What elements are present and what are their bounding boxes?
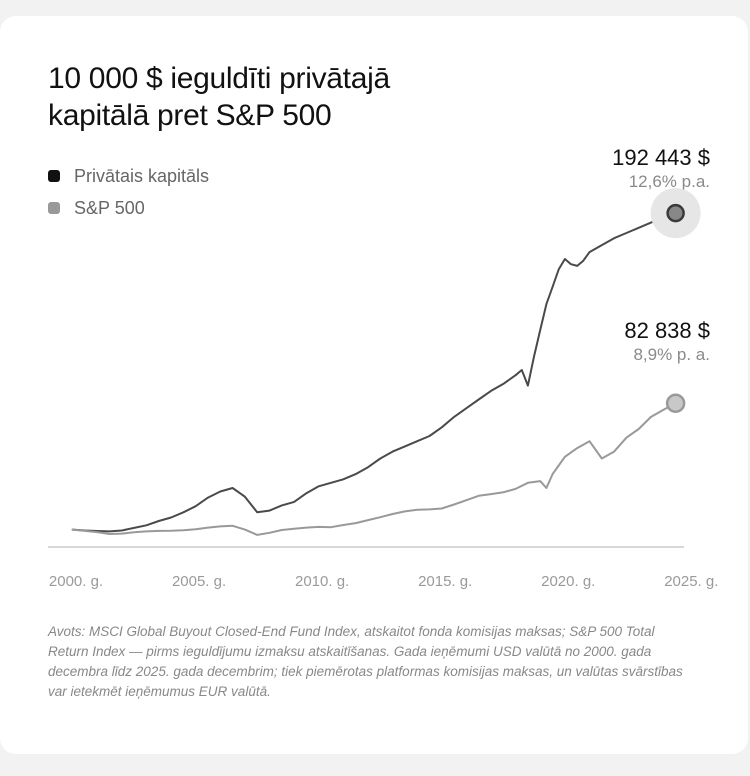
legend-item-private: Privātais kapitāls: [48, 160, 209, 192]
legend-label-private: Privātais kapitāls: [74, 165, 210, 186]
legend-swatch-private: [48, 170, 60, 182]
x-tick-label: 2005. g.: [172, 573, 226, 590]
callout-sp500-rate: 8,9% p. a.: [633, 345, 710, 364]
endpoint-marker-private: [666, 203, 685, 223]
x-tick-label: 2000. g.: [49, 573, 103, 590]
chart-card: [0, 16, 748, 754]
legend-swatch-sp500: [48, 202, 60, 214]
callout-sp500: 82 838 $ 8,9% p. a.: [624, 318, 710, 366]
callout-private-value: 192 443 $: [612, 145, 710, 170]
chart-title: 10 000 $ ieguldīti privātajā kapitālā pr…: [48, 62, 390, 132]
series-line-sp500: [71, 402, 677, 536]
x-tick-label: 2010. g.: [295, 573, 349, 590]
callout-private: 192 443 $ 12,6% p.a.: [612, 145, 710, 193]
endpoint-marker-sp500: [665, 393, 686, 414]
legend-item-sp500: S&P 500: [48, 192, 209, 224]
x-tick-label: 2020. g.: [541, 573, 595, 590]
legend: Privātais kapitāls S&P 500: [48, 160, 209, 224]
callout-sp500-value: 82 838 $: [624, 318, 710, 343]
callout-private-rate: 12,6% p.a.: [628, 172, 710, 191]
source-note: Avots: MSCI Global Buyout Closed-End Fun…: [48, 624, 683, 699]
series-line-private: [71, 212, 677, 533]
legend-label-sp500: S&P 500: [74, 197, 145, 218]
x-tick-label: 2015. g.: [418, 573, 472, 590]
x-tick-label: 2025. g.: [664, 573, 718, 590]
line-chart: 2000. g. 2005. g. 2010. g. 2015. g. 2020. g.…: [48, 188, 718, 590]
